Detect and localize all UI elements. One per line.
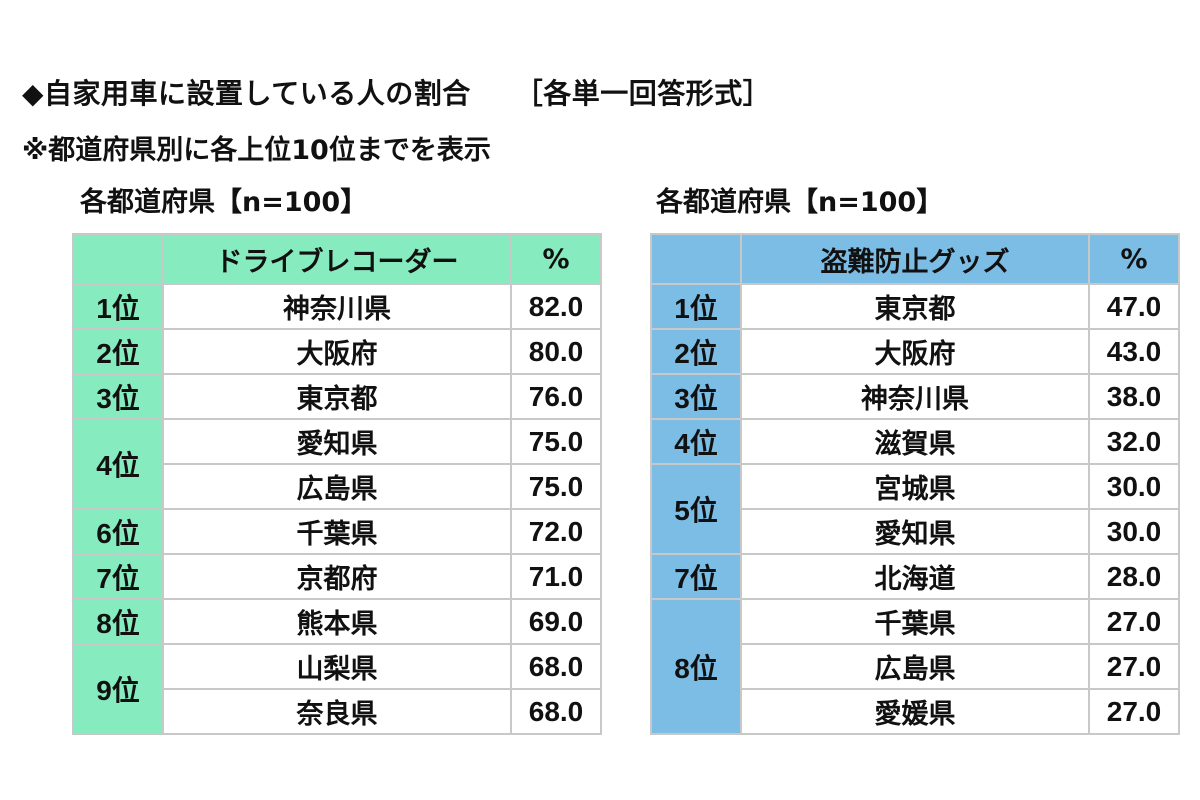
table-row: 奈良県 68.0 [73, 688, 602, 735]
table-row: 2位 大阪府 80.0 [72, 328, 602, 375]
rank-cell: 5位 [650, 463, 742, 555]
percent-cell: 75.0 [510, 463, 602, 510]
prefecture-cell: 大阪府 [162, 328, 512, 375]
rank-cell: 6位 [72, 508, 164, 555]
percent-cell: 38.0 [1088, 373, 1180, 420]
prefecture-cell: 愛知県 [740, 508, 1090, 555]
table-row: 愛知県 30.0 [651, 508, 1180, 555]
table-row: 3位 神奈川県 38.0 [650, 373, 1180, 420]
percent-cell: 30.0 [1088, 508, 1180, 555]
prefecture-cell: 愛媛県 [740, 688, 1090, 735]
prefecture-cell: 奈良県 [162, 688, 512, 735]
prefecture-cell: 熊本県 [162, 598, 512, 645]
table-row: 9位 山梨県 68.0 [72, 643, 602, 735]
page-title: ◆自家用車に設置している人の割合 ［各単一回答形式］ [22, 72, 771, 112]
rank-cell: 9位 [72, 643, 164, 735]
percent-cell: 27.0 [1088, 688, 1180, 735]
prefecture-cell: 東京都 [162, 373, 512, 420]
percent-cell: 80.0 [510, 328, 602, 375]
table-row: 6位 千葉県 72.0 [72, 508, 602, 555]
header-percent: % [1088, 233, 1180, 285]
rank-cell: 8位 [72, 598, 164, 645]
rank-cell: 3位 [650, 373, 742, 420]
prefecture-cell: 滋賀県 [740, 418, 1090, 465]
header-row: ドライブレコーダー% [72, 233, 602, 285]
header-item: ドライブレコーダー [162, 233, 512, 285]
percent-cell: 47.0 [1088, 283, 1180, 330]
prefecture-cell: 広島県 [162, 463, 512, 510]
table-row: 8位 千葉県 27.0 [650, 598, 1180, 735]
percent-cell: 68.0 [510, 688, 602, 735]
rank-cell: 8位 [650, 598, 742, 735]
table-row: 4位 滋賀県 32.0 [650, 418, 1180, 465]
header-row: 盗難防止グッズ% [650, 233, 1180, 285]
rank-cell: 1位 [72, 283, 164, 330]
rank-cell: 2位 [650, 328, 742, 375]
rank-cell: 2位 [72, 328, 164, 375]
anti-theft-goods-ranking-table: 盗難防止グッズ% 1位 東京都 47.0 2位 大阪府 43.0 3位 神奈川県 38.0 4位滋… [650, 233, 1180, 735]
percent-cell: 27.0 [1088, 643, 1180, 690]
header-corner [72, 233, 164, 285]
table-row: 7位 京都府 71.0 [72, 553, 602, 600]
percent-cell: 32.0 [1088, 418, 1180, 465]
header-percent: % [510, 233, 602, 285]
percent-cell: 68.0 [510, 643, 602, 690]
prefecture-cell: 北海道 [740, 553, 1090, 600]
header-corner [650, 233, 742, 285]
percent-cell: 72.0 [510, 508, 602, 555]
percent-cell: 75.0 [510, 418, 602, 465]
prefecture-cell: 京都府 [162, 553, 512, 600]
rank-cell: 7位 [650, 553, 742, 600]
percent-cell: 82.0 [510, 283, 602, 330]
prefecture-cell: 神奈川県 [162, 283, 512, 330]
table-row: 4位 愛知県 75.0 [72, 418, 602, 510]
percent-cell: 76.0 [510, 373, 602, 420]
prefecture-cell: 山梨県 [162, 643, 512, 690]
prefecture-cell: 愛知県 [162, 418, 512, 465]
prefecture-cell: 神奈川県 [740, 373, 1090, 420]
table-row: 3位 東京都 76.0 [72, 373, 602, 420]
rank-cell: 4位 [72, 418, 164, 510]
table-row: 1位 神奈川県 82.0 [72, 283, 602, 330]
percent-cell: 71.0 [510, 553, 602, 600]
table-row: 2位 大阪府 43.0 [650, 328, 1180, 375]
right-table-subtitle: 各都道府県【n=100】 [656, 187, 944, 218]
answer-format-note: ［各単一回答形式］ [514, 77, 772, 110]
rank-cell: 1位 [650, 283, 742, 330]
prefecture-cell: 千葉県 [740, 598, 1090, 645]
table-row: 7位 北海道 28.0 [650, 553, 1180, 600]
prefecture-cell: 宮城県 [740, 463, 1090, 510]
title-text: ◆自家用車に設置している人の割合 [22, 77, 471, 110]
rank-cell: 7位 [72, 553, 164, 600]
display-note: ※都道府県別に各上位10位までを表示 [22, 135, 491, 166]
percent-cell: 27.0 [1088, 598, 1180, 645]
prefecture-cell: 広島県 [740, 643, 1090, 690]
percent-cell: 28.0 [1088, 553, 1180, 600]
percent-cell: 69.0 [510, 598, 602, 645]
table-row: 1位 東京都 47.0 [650, 283, 1180, 330]
drive-recorder-ranking-table: ドライブレコーダー% 1位 神奈川県 82.0 2位 大阪府 80.0 3位 東京都 76.0 4… [72, 233, 602, 735]
header-item: 盗難防止グッズ [740, 233, 1090, 285]
prefecture-cell: 大阪府 [740, 328, 1090, 375]
rank-cell: 4位 [650, 418, 742, 465]
prefecture-cell: 東京都 [740, 283, 1090, 330]
table-row: 8位 熊本県 69.0 [72, 598, 602, 645]
percent-cell: 43.0 [1088, 328, 1180, 375]
left-table-subtitle: 各都道府県【n=100】 [80, 187, 368, 218]
rank-cell: 3位 [72, 373, 164, 420]
table-row: 広島県 75.0 [73, 463, 602, 510]
prefecture-cell: 千葉県 [162, 508, 512, 555]
percent-cell: 30.0 [1088, 463, 1180, 510]
table-row: 広島県 27.0 [651, 643, 1180, 690]
table-row: 愛媛県 27.0 [651, 688, 1180, 735]
table-row: 5位 宮城県 30.0 [650, 463, 1180, 555]
